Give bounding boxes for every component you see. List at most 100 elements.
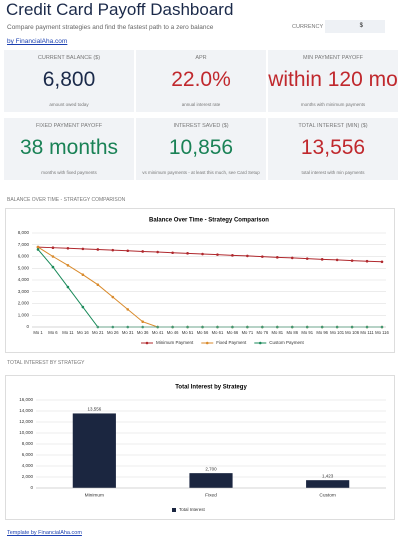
line-chart: Balance Over Time - Strategy Comparison 0… bbox=[18, 218, 390, 346]
x-tick-label: Mo 81 bbox=[271, 330, 283, 335]
x-tick-label: Mo 66 bbox=[227, 330, 239, 335]
data-point bbox=[231, 254, 234, 257]
data-point bbox=[380, 260, 384, 264]
x-tick-label: Mo 31 bbox=[122, 330, 134, 335]
author-link[interactable]: by FinancialAha.com bbox=[7, 38, 68, 45]
data-point bbox=[216, 253, 219, 256]
x-tick-label: Mo 111 bbox=[360, 330, 374, 335]
kpi-card: CURRENT BALANCE ($) 6,800 amount owed toda… bbox=[4, 50, 134, 112]
data-point bbox=[66, 264, 70, 267]
data-point bbox=[111, 295, 115, 299]
y-tick-label: 10,000 bbox=[19, 430, 33, 435]
data-point bbox=[186, 252, 189, 255]
data-point bbox=[320, 258, 324, 261]
data-point bbox=[246, 254, 249, 258]
y-tick-label: 14,000 bbox=[19, 408, 33, 413]
kpi-value: 13,556 bbox=[300, 136, 366, 159]
data-label: 13,556 bbox=[87, 407, 101, 412]
data-point bbox=[276, 256, 279, 259]
y-tick-label: 4,000 bbox=[18, 277, 30, 282]
x-tick-label: Mo 16 bbox=[77, 330, 89, 335]
page-title: Credit Card Payoff Dashboard bbox=[6, 0, 234, 19]
legend-marker bbox=[205, 341, 209, 345]
data-point bbox=[141, 250, 144, 253]
bar bbox=[72, 413, 116, 488]
kpi-value: 6,800 bbox=[42, 68, 96, 91]
kpi-note: amount owed today bbox=[49, 102, 89, 107]
x-tick-label: Mo 106 bbox=[345, 330, 360, 335]
x-tick-label: Mo 51 bbox=[182, 330, 194, 335]
section-label: TOTAL INTEREST BY STRATEGY bbox=[7, 360, 85, 366]
data-point bbox=[66, 285, 70, 289]
y-tick-label: 0 bbox=[30, 485, 33, 490]
x-tick-label: Fixed bbox=[205, 492, 217, 498]
data-label: 1,423 bbox=[322, 473, 334, 478]
x-tick-label: Mo 116 bbox=[375, 330, 389, 335]
y-tick-label: 0 bbox=[26, 324, 29, 329]
data-label: 2,700 bbox=[205, 466, 217, 471]
bar bbox=[306, 480, 350, 488]
x-tick-label: Minimum bbox=[85, 492, 104, 498]
data-point bbox=[66, 246, 70, 250]
chart-title: Total Interest by Strategy bbox=[175, 385, 247, 391]
y-tick-label: 8,000 bbox=[18, 230, 30, 235]
y-tick-label: 8,000 bbox=[22, 441, 34, 446]
y-tick-label: 5,000 bbox=[18, 265, 30, 270]
y-tick-label: 16,000 bbox=[19, 397, 33, 402]
data-point bbox=[81, 305, 85, 309]
x-tick-label: Mo 21 bbox=[92, 330, 104, 335]
x-tick-label: Mo 76 bbox=[257, 330, 269, 335]
legend-label: Minimum Payment bbox=[156, 340, 194, 345]
data-point bbox=[51, 255, 55, 258]
kpi-label: CURRENT BALANCE ($) bbox=[37, 55, 101, 61]
x-tick-label: Mo 71 bbox=[242, 330, 254, 335]
chart-title: Balance Over Time - Strategy Comparison bbox=[149, 218, 269, 224]
x-tick-label: Mo 1 bbox=[33, 330, 43, 335]
data-point bbox=[96, 283, 100, 286]
y-tick-label: 6,000 bbox=[18, 254, 30, 259]
y-tick-label: 4,000 bbox=[22, 463, 34, 468]
x-tick-label: Mo 46 bbox=[167, 330, 179, 335]
currency-input[interactable]: $ bbox=[325, 20, 385, 33]
y-tick-label: 12,000 bbox=[19, 419, 33, 424]
x-tick-label: Mo 91 bbox=[301, 330, 313, 335]
data-point bbox=[305, 257, 309, 260]
data-point bbox=[201, 252, 204, 256]
data-point bbox=[36, 248, 40, 251]
data-point bbox=[126, 308, 130, 311]
data-point bbox=[51, 265, 55, 269]
data-point bbox=[171, 251, 174, 255]
data-point bbox=[111, 248, 115, 252]
kpi-note: months with minimum payments bbox=[300, 102, 366, 107]
x-tick-label: Mo 11 bbox=[62, 330, 74, 335]
kpi-note: vs minimum payments - at least this much… bbox=[142, 170, 260, 175]
bar-chart: Total Interest by Strategy 0 2,000 4,000 6,0… bbox=[19, 385, 386, 512]
bar bbox=[189, 473, 233, 488]
x-tick-label: Mo 56 bbox=[197, 330, 209, 335]
y-tick-label: 6,000 bbox=[22, 452, 34, 457]
legend-label: Fixed Payment bbox=[216, 340, 247, 345]
kpi-value: 38 months bbox=[19, 136, 119, 159]
kpi-card: MIN PAYMENT PAYOFF within 120 mo months wi… bbox=[268, 50, 398, 112]
series-line bbox=[37, 246, 383, 263]
footer-link[interactable]: Template by FinancialAha.com bbox=[7, 530, 82, 536]
x-tick-label: Mo 41 bbox=[152, 330, 164, 335]
data-point bbox=[81, 273, 85, 277]
kpi-cards: CURRENT BALANCE ($) 6,800 amount owed toda… bbox=[4, 50, 400, 182]
x-tick-label: Mo 61 bbox=[212, 330, 224, 335]
currency-label: CURRENCY bbox=[292, 24, 324, 30]
subtitle: Compare payment strategies and find the … bbox=[7, 24, 214, 31]
data-point bbox=[290, 256, 294, 260]
kpi-note: total interest with min payments bbox=[301, 170, 365, 175]
section-label: BALANCE OVER TIME - STRATEGY COMPARISON bbox=[7, 197, 126, 203]
data-point bbox=[51, 246, 55, 249]
x-tick-label: Mo 36 bbox=[137, 330, 149, 335]
x-tick-label: Mo 96 bbox=[316, 330, 328, 335]
kpi-label: FIXED PAYMENT PAYOFF bbox=[35, 123, 103, 129]
kpi-value: within 120 mo bbox=[268, 68, 398, 91]
data-point bbox=[350, 259, 354, 262]
bar-chart-box: Total Interest by Strategy 0 2,000 4,000 6,0… bbox=[5, 375, 395, 520]
data-point bbox=[141, 320, 144, 324]
data-point bbox=[96, 248, 100, 251]
